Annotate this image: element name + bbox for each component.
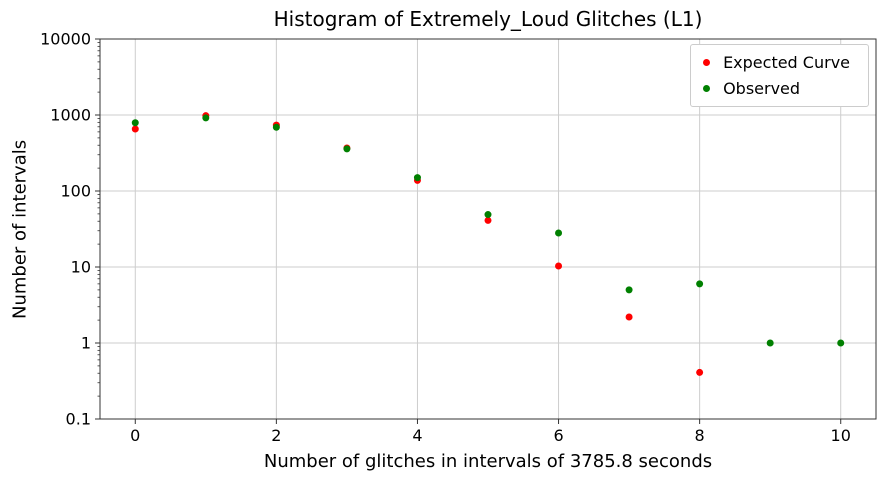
data-point-observed xyxy=(696,280,704,288)
data-point-expected-curve xyxy=(131,125,139,133)
data-point-observed xyxy=(555,229,563,237)
data-point-observed xyxy=(413,174,421,182)
x-tick-label: 8 xyxy=(695,426,705,445)
y-axis-label: Number of intervals xyxy=(9,139,31,319)
legend-entry-observed: Observed xyxy=(703,79,850,98)
data-point-observed xyxy=(272,123,280,131)
data-point-observed xyxy=(625,286,633,294)
x-tick-label: 6 xyxy=(553,426,563,445)
data-point-observed xyxy=(484,211,492,219)
y-tick-label: 100 xyxy=(60,182,91,201)
y-tick-label: 10 xyxy=(71,258,91,277)
y-tick-label: 10000 xyxy=(40,30,91,49)
x-axis-label: Number of glitches in intervals of 3785.… xyxy=(263,451,713,472)
data-point-observed xyxy=(837,339,845,347)
plot-area: Expected Curve Observed xyxy=(100,39,876,419)
legend-entry-expected: Expected Curve xyxy=(703,53,850,72)
legend-marker-observed-icon xyxy=(703,85,711,92)
x-tick-label: 4 xyxy=(412,426,422,445)
chart-title: Histogram of Extremely_Loud Glitches (L1… xyxy=(273,7,703,31)
data-point-observed xyxy=(766,339,774,347)
y-tick-label: 1000 xyxy=(50,106,91,125)
data-point-expected-curve xyxy=(696,368,704,376)
x-tick-label: 10 xyxy=(831,426,851,445)
legend: Expected Curve Observed xyxy=(690,44,869,107)
legend-label-expected: Expected Curve xyxy=(723,53,850,72)
legend-marker-expected-icon xyxy=(703,59,711,66)
y-tick-label: 1 xyxy=(81,334,91,353)
data-point-expected-curve xyxy=(484,216,492,224)
plot-border xyxy=(99,38,877,420)
y-tick-label: 0.1 xyxy=(66,410,91,429)
data-point-expected-curve xyxy=(555,262,563,270)
data-point-observed xyxy=(202,114,210,122)
x-tick-label: 0 xyxy=(130,426,140,445)
data-point-observed xyxy=(131,119,139,127)
data-point-observed xyxy=(343,145,351,153)
x-tick-label: 2 xyxy=(271,426,281,445)
data-point-expected-curve xyxy=(625,313,633,321)
legend-label-observed: Observed xyxy=(723,79,801,98)
